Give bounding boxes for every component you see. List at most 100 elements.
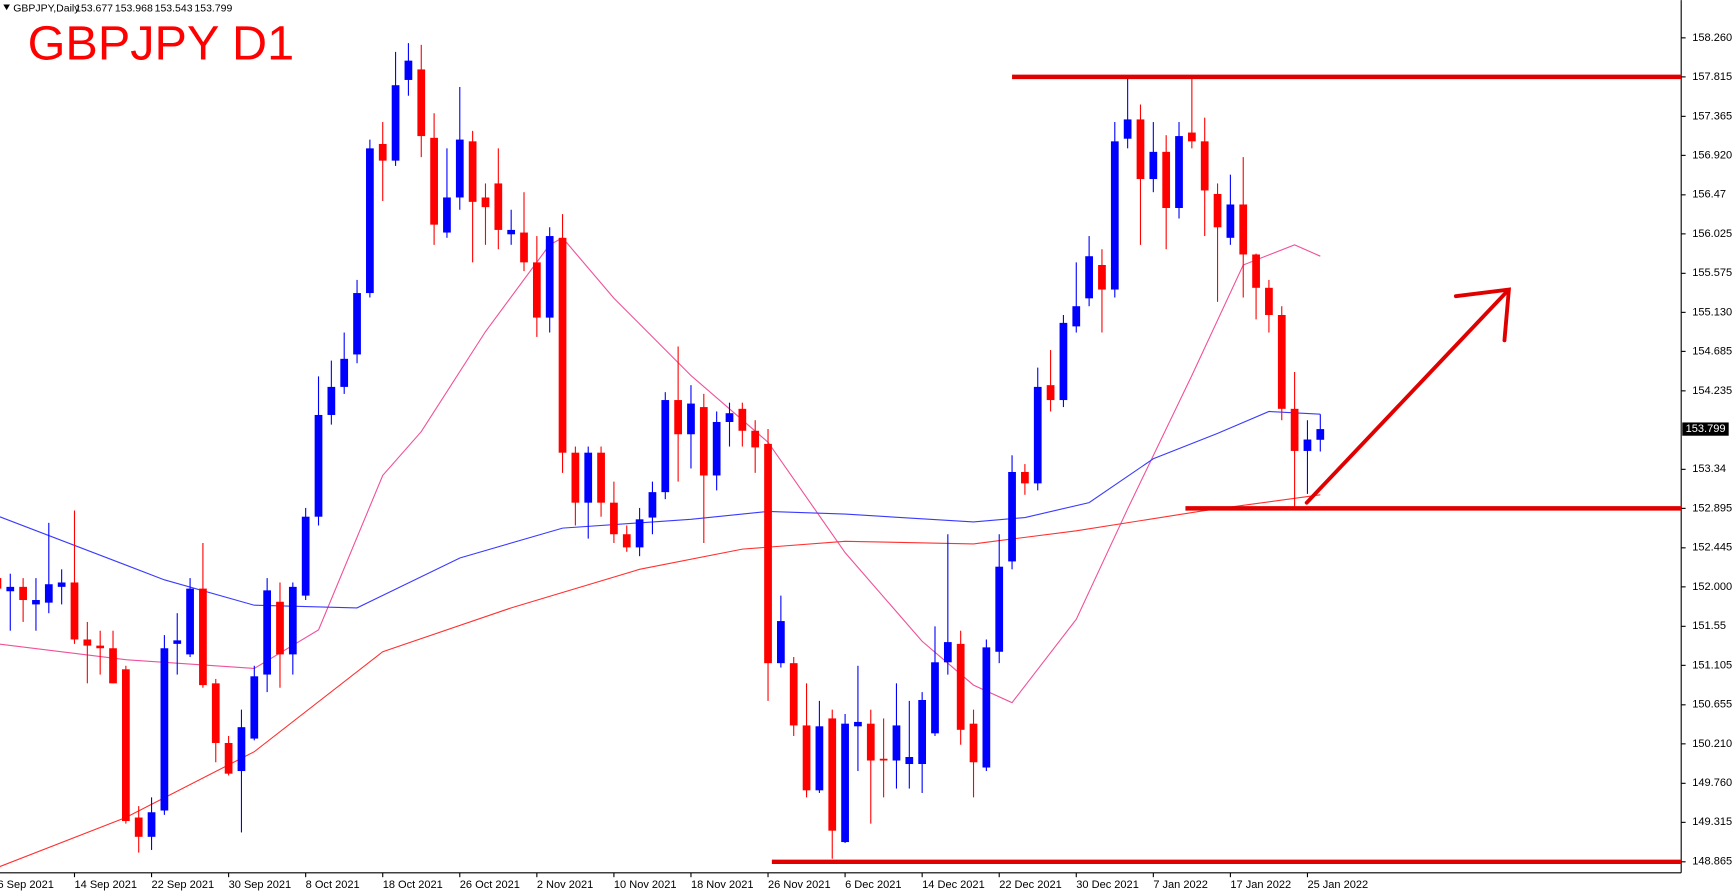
candle-body [854,721,862,727]
candle-body [263,590,272,675]
candle-body [520,232,528,263]
x-tick-label: 10 Nov 2021 [614,879,677,891]
candle-body [1303,439,1312,451]
y-tick-label: 149.315 [1692,816,1732,828]
candle-body [777,621,785,664]
x-tick-label: 18 Oct 2021 [383,879,443,891]
candle-body [147,812,156,837]
candle-body [687,403,695,435]
candle-body [96,645,105,649]
x-tick-label: 14 Dec 2021 [922,879,985,891]
candle-body [301,516,310,596]
arrow-shaft [1304,288,1510,505]
candle-body [956,643,965,730]
candle-body [494,183,503,230]
x-tick-label: 8 Oct 2021 [306,879,360,891]
header-close: 153.799 [194,4,232,15]
candle-body [6,586,15,592]
x-tick-label: 2 Nov 2021 [537,879,593,891]
candle-body [160,648,169,811]
candle-body [327,386,336,415]
candle-body [1252,254,1260,288]
candle-body [0,578,2,589]
arrow [1304,287,1512,505]
candle-body [802,725,811,791]
candle-body [417,69,426,137]
candle-body [378,143,387,161]
x-tick-label: 17 Jan 2022 [1230,879,1291,891]
y-tick-label: 155.575 [1692,267,1732,279]
menu-triangle[interactable] [3,4,10,11]
candle-body [314,414,323,517]
candle-body [57,582,66,587]
candle-body [1123,119,1132,139]
candle-body [597,452,605,503]
candle-body [276,601,284,655]
candle-body [931,662,939,734]
candle-body [481,197,490,208]
candle-body [1110,141,1119,290]
candle-body [828,718,837,831]
x-tick-label: 26 Nov 2021 [768,879,831,891]
chart-title: GBPJPY D1 [28,16,294,70]
candle-body [1162,151,1171,208]
candle-body [430,137,438,225]
candle-body [121,669,130,822]
candle-body [443,197,451,233]
y-tick-label: 150.210 [1692,738,1732,750]
candle-body [250,676,259,739]
candle-body [1316,429,1325,440]
y-tick-label: 157.365 [1692,110,1732,122]
candle-body [995,566,1004,652]
candle-body [1046,385,1055,401]
arrow-head [1453,287,1512,343]
candle-body [44,584,53,603]
last-price-box [1682,422,1729,436]
candle-body [815,726,824,791]
candle-body [738,408,747,431]
candle-body [134,817,143,837]
y-tick-label: 148.865 [1692,856,1732,868]
candle-body [789,663,798,726]
candle-body [725,413,734,422]
candle-body [841,723,849,843]
marks [0,43,1682,868]
candle-body [764,443,772,664]
candle-body [1098,264,1106,290]
y-tick-label: 152.000 [1692,581,1732,593]
y-tick-label: 150.655 [1692,699,1732,711]
candle-body [19,586,27,601]
candle-body [905,757,914,765]
candle-body [1175,136,1183,208]
x-tick-label: 26 Oct 2021 [460,879,520,891]
candle-body [635,519,644,548]
candle-body [622,534,631,548]
candle-body [866,723,875,761]
candle-body [1008,471,1016,562]
candle-body [699,407,708,476]
candle-body [1149,151,1158,180]
candle-body [391,85,400,161]
candle-body [199,588,207,686]
y-tick-label: 154.685 [1692,345,1732,357]
y-tick-label: 152.445 [1692,542,1732,554]
candle-body [982,647,991,768]
moving-average [0,410,1321,609]
y-tick-label: 156.025 [1692,228,1732,240]
candle-body [584,452,593,503]
candle-body [83,639,92,646]
candle-body [661,400,670,493]
candle-body [648,492,657,518]
candle-body [507,229,516,235]
candle-body [943,642,952,663]
candle-body [892,725,901,761]
y-tick-label: 153.34 [1692,463,1726,475]
x-tick-label: 22 Dec 2021 [999,879,1062,891]
candle-body [558,237,567,453]
candle-body [1265,287,1273,315]
moving-average [0,494,1321,868]
candle-body [224,742,233,774]
candle-body [237,727,246,772]
candle-body [288,586,297,655]
